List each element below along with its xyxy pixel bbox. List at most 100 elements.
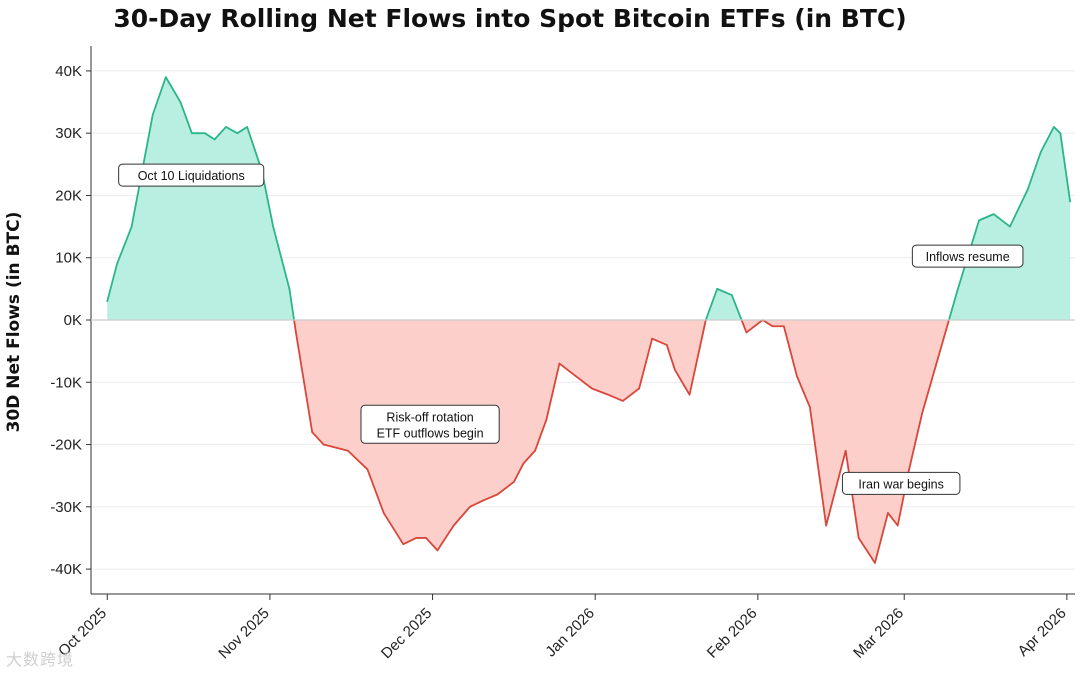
data-point <box>272 225 274 228</box>
data-point <box>295 331 297 334</box>
data-point <box>1009 225 1011 228</box>
annotation-text: ETF outflows begin <box>377 426 484 440</box>
data-point <box>204 132 206 134</box>
data-point <box>896 524 899 527</box>
data-point <box>322 443 325 446</box>
positive-flow-line <box>704 287 743 321</box>
annotation: Oct 10 Liquidations <box>118 163 265 187</box>
annotation-box <box>911 244 1024 268</box>
data-point <box>288 288 291 290</box>
x-tick-label: Jan 2026 <box>542 605 598 661</box>
data-point <box>574 375 577 377</box>
data-point <box>1059 132 1062 134</box>
data-point <box>452 524 455 527</box>
data-point <box>978 219 980 222</box>
data-point <box>213 138 216 141</box>
data-point <box>796 375 798 377</box>
data-point <box>513 481 515 483</box>
y-tick-label: 40K <box>55 63 82 80</box>
data-point <box>246 126 248 128</box>
data-point <box>382 512 385 514</box>
y-axis-label: 30D Net Flows (in BTC) <box>4 212 24 433</box>
annotation-text: Iran war begins <box>858 477 943 491</box>
data-point <box>522 462 525 465</box>
y-tick-label: 10K <box>55 250 82 267</box>
data-point <box>152 113 154 116</box>
annotation: Inflows resume <box>911 244 1024 268</box>
data-point <box>545 418 548 421</box>
data-point <box>425 537 427 539</box>
data-point <box>688 393 691 396</box>
y-tick-label: -30K <box>50 499 82 516</box>
data-point <box>303 381 305 384</box>
data-point <box>191 132 193 134</box>
positive-area <box>107 77 295 321</box>
data-point <box>366 468 369 471</box>
y-tick-label: -10K <box>50 374 82 391</box>
data-point <box>857 537 860 539</box>
data-point <box>731 294 733 296</box>
data-point <box>745 331 748 334</box>
data-point <box>992 213 995 215</box>
data-point <box>921 412 923 415</box>
data-point <box>638 387 640 390</box>
data-point <box>716 288 718 290</box>
data-point <box>874 562 876 564</box>
data-point <box>591 387 593 390</box>
data-point <box>469 506 471 508</box>
data-point <box>116 263 118 265</box>
annotation-box <box>360 404 500 444</box>
data-point <box>783 325 785 328</box>
data-point <box>622 400 624 402</box>
annotation: Iran war begins <box>841 471 961 495</box>
y-tick-label: 20K <box>55 187 82 204</box>
y-tick-label: 0K <box>64 312 82 329</box>
positive-area <box>948 126 1071 320</box>
data-point <box>179 101 182 103</box>
data-point <box>771 325 774 328</box>
annotation-box <box>841 471 961 495</box>
x-tick-label: Nov 2025 <box>215 605 272 662</box>
data-point <box>825 524 827 527</box>
y-tick-label: -40K <box>50 561 82 578</box>
data-point <box>809 406 811 408</box>
data-point <box>558 362 561 365</box>
y-tick-label: -20K <box>50 437 82 454</box>
chart-title: 30-Day Rolling Net Flows into Spot Bitco… <box>113 4 906 33</box>
data-point <box>607 393 610 396</box>
annotation-text: Risk-off rotation <box>386 410 473 424</box>
negative-area <box>762 320 949 563</box>
data-point <box>957 288 959 290</box>
x-tick-label: Feb 2026 <box>704 605 761 662</box>
annotations: Oct 10 Liquidations Risk-off rotation ETF … <box>118 163 1024 495</box>
data-point <box>311 431 313 433</box>
data-point <box>534 449 536 452</box>
data-point <box>665 344 668 346</box>
data-point <box>674 369 676 371</box>
data-point <box>130 225 133 228</box>
data-point <box>887 512 889 514</box>
x-tick-label: Dec 2025 <box>378 605 435 662</box>
data-point <box>165 76 167 78</box>
data-point <box>651 337 653 340</box>
x-tick-label: Mar 2026 <box>850 605 907 662</box>
data-point <box>436 549 439 552</box>
data-point <box>482 499 484 502</box>
data-point <box>1040 151 1042 153</box>
data-point <box>844 449 847 452</box>
data-point <box>496 493 499 496</box>
y-tick-label: 30K <box>55 125 82 142</box>
series-lines <box>106 76 1072 564</box>
annotation-text: Inflows resume <box>926 250 1010 264</box>
data-point <box>1027 188 1029 191</box>
data-point <box>225 126 227 128</box>
data-point <box>347 449 349 452</box>
negative-area <box>294 320 706 551</box>
data-point <box>939 350 941 352</box>
data-point <box>415 537 418 539</box>
annotation-box <box>118 163 265 187</box>
annotation: Risk-off rotation ETF outflows begin <box>360 404 500 444</box>
watermark: 大数跨境 <box>6 650 75 669</box>
x-tick-label: Apr 2026 <box>1015 605 1070 660</box>
